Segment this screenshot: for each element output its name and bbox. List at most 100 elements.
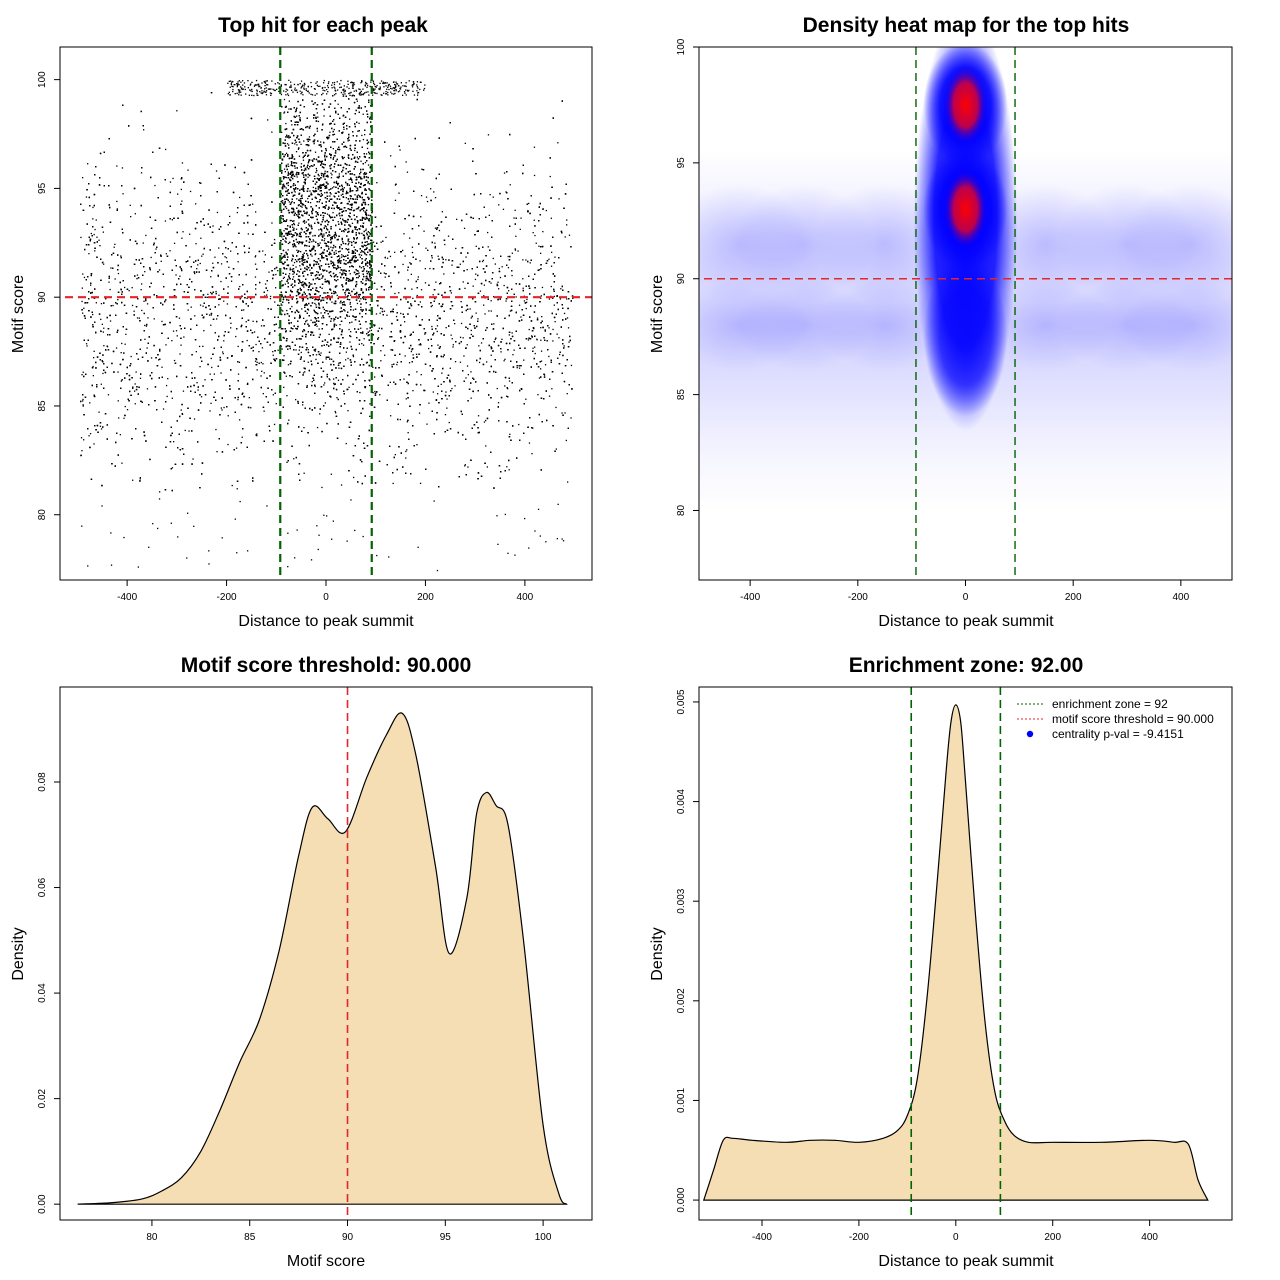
scatter-point <box>89 402 91 404</box>
scatter-point <box>411 349 413 351</box>
scatter-point <box>237 373 240 375</box>
scatter-point <box>391 364 393 366</box>
scatter-point <box>528 202 530 205</box>
scatter-point <box>273 423 276 426</box>
scatter-point <box>466 344 468 346</box>
scatter-point <box>316 426 319 429</box>
scatter-point <box>531 335 533 337</box>
scatter-point <box>175 274 177 276</box>
scatter-point <box>514 249 517 251</box>
scatter-point <box>435 281 437 283</box>
scatter-point <box>173 359 176 362</box>
scatter-point <box>216 451 218 453</box>
scatter-point <box>98 239 100 241</box>
scatter-point <box>103 327 105 329</box>
scatter-point <box>293 458 295 460</box>
scatter-point <box>482 259 485 261</box>
scatter-point <box>198 345 201 348</box>
scatter-point <box>140 289 142 291</box>
scatter-point <box>197 264 199 266</box>
scatter-point <box>372 366 374 368</box>
scatter-point <box>459 361 462 363</box>
scatter-point <box>286 461 288 463</box>
scatter-point <box>443 273 445 275</box>
scatter-point <box>296 310 299 312</box>
scatter-point <box>123 417 125 419</box>
scatter-point <box>506 395 508 397</box>
scatter-point <box>532 427 534 429</box>
scatter-point <box>292 273 294 275</box>
scatter-point <box>338 362 340 364</box>
scatter-point <box>448 421 450 424</box>
scatter-point <box>407 279 409 281</box>
scatter-point <box>437 255 439 257</box>
scatter-point <box>405 298 407 300</box>
scatter-point <box>396 361 399 363</box>
scatter-point <box>256 435 258 437</box>
scatter-point <box>400 312 402 315</box>
scatter-point <box>291 305 293 308</box>
scatter-point <box>167 378 169 380</box>
scatter-point <box>421 168 423 170</box>
scatter-point <box>88 253 90 255</box>
scatter-point <box>497 402 500 404</box>
scatter-point <box>92 375 94 377</box>
scatter-point <box>216 318 218 320</box>
scatter-point <box>196 382 198 384</box>
scatter-point <box>143 300 145 302</box>
scatter-point <box>548 327 550 329</box>
scatter-point <box>238 361 241 363</box>
scatter-point <box>518 423 520 426</box>
scatter-point <box>509 433 511 435</box>
scatter-point <box>519 228 521 230</box>
scatter-point <box>419 301 421 303</box>
scatter-point <box>551 388 553 390</box>
scatter-point <box>155 248 157 250</box>
scatter-point <box>377 337 380 339</box>
scatter-point <box>277 270 279 272</box>
scatter-point <box>550 217 552 219</box>
scatter-point <box>311 381 313 383</box>
scatter-point <box>534 346 536 348</box>
scatter-point <box>513 349 515 351</box>
scatter-point <box>499 276 502 279</box>
scatter-point <box>404 355 406 357</box>
scatter-point <box>182 231 184 233</box>
scatter-point <box>145 325 148 327</box>
scatter-point <box>165 344 167 346</box>
scatter-point <box>429 267 431 270</box>
scatter-point <box>269 331 271 334</box>
scatter-point <box>434 197 437 199</box>
scatter-point <box>99 425 102 427</box>
scatter-point <box>121 342 123 345</box>
scatter-point <box>222 351 224 353</box>
scatter-point <box>237 399 239 401</box>
scatter-point <box>321 486 323 489</box>
scatter-point <box>176 335 178 337</box>
scatter-point <box>526 298 528 301</box>
scatter-point <box>566 219 568 221</box>
scatter-point <box>452 344 454 346</box>
scatter-point <box>117 299 119 301</box>
scatter-point <box>412 354 414 356</box>
scatter-point <box>195 243 197 245</box>
scatter-point <box>381 308 384 310</box>
scatter-point <box>221 409 223 411</box>
scatter-point <box>405 457 407 459</box>
scatter-point <box>263 410 265 412</box>
scatter-point <box>345 442 347 445</box>
scatter-point <box>158 269 161 271</box>
scatter-point <box>303 427 305 429</box>
scatter-points <box>80 79 574 572</box>
scatter-point <box>100 303 103 305</box>
scatter-point <box>154 184 156 187</box>
scatter-point <box>194 272 196 275</box>
scatter-point <box>138 317 140 319</box>
scatter-point <box>248 397 250 399</box>
scatter-point <box>255 211 257 213</box>
scatter-point <box>334 264 336 266</box>
scatter-point <box>169 181 172 183</box>
scatter-point <box>340 484 343 486</box>
scatter-point <box>161 366 163 368</box>
scatter-point <box>492 196 494 198</box>
